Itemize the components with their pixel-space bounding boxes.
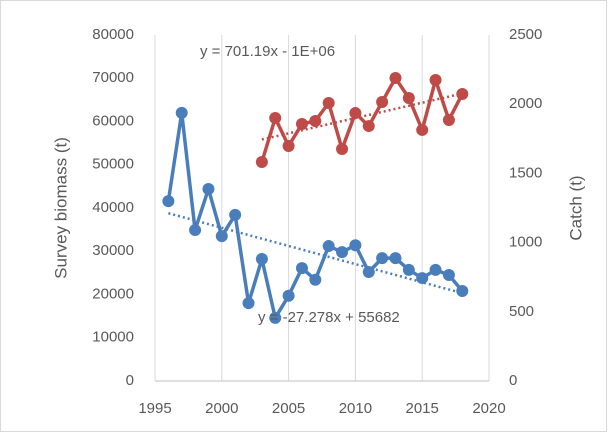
x-tick-label: 2005 bbox=[272, 400, 305, 417]
data-point bbox=[295, 262, 308, 275]
y2-tick-label: 1500 bbox=[509, 164, 542, 181]
y-tick-label: 20000 bbox=[92, 285, 134, 302]
data-point bbox=[229, 208, 242, 221]
data-point bbox=[282, 289, 295, 302]
data-point bbox=[269, 112, 282, 125]
x-tick-label: 1995 bbox=[138, 400, 171, 417]
data-point bbox=[349, 239, 362, 252]
data-point bbox=[376, 95, 389, 108]
y2-tick-label: 500 bbox=[509, 303, 534, 320]
data-point bbox=[442, 269, 455, 282]
x-tick-label: 2020 bbox=[472, 400, 505, 417]
y2-tick-label: 2000 bbox=[509, 95, 542, 112]
data-point bbox=[456, 285, 469, 298]
data-point bbox=[336, 246, 349, 259]
y-axis-title: Survey biomass (t) bbox=[51, 137, 70, 279]
data-point bbox=[255, 253, 268, 266]
data-point bbox=[255, 156, 268, 169]
data-point bbox=[349, 107, 362, 120]
y-tick-label: 40000 bbox=[92, 199, 134, 216]
data-point bbox=[242, 297, 255, 310]
data-point bbox=[336, 143, 349, 156]
data-point bbox=[295, 117, 308, 130]
y-tick-label: 30000 bbox=[92, 242, 134, 259]
y-tick-label: 50000 bbox=[92, 156, 134, 173]
data-point bbox=[202, 182, 215, 195]
x-tick-label: 2015 bbox=[406, 400, 439, 417]
data-point bbox=[416, 123, 429, 136]
data-point bbox=[442, 113, 455, 126]
data-point bbox=[362, 266, 375, 279]
data-point bbox=[322, 96, 335, 109]
y-tick-label: 0 bbox=[126, 372, 134, 389]
data-point bbox=[309, 273, 322, 286]
x-tick-label: 2000 bbox=[205, 400, 238, 417]
data-point bbox=[215, 230, 228, 243]
data-point bbox=[362, 120, 375, 133]
data-point bbox=[189, 224, 202, 237]
trend-equation: y = -27.278x + 55682 bbox=[258, 309, 400, 326]
data-point bbox=[402, 263, 415, 276]
data-point bbox=[322, 240, 335, 253]
data-point bbox=[162, 195, 175, 208]
data-point bbox=[389, 252, 402, 265]
x-tick-label: 2010 bbox=[339, 400, 372, 417]
y-tick-label: 10000 bbox=[92, 329, 134, 346]
data-point bbox=[456, 87, 469, 100]
series-line bbox=[260, 73, 464, 163]
data-point bbox=[269, 311, 282, 324]
data-point bbox=[175, 106, 188, 119]
y-tick-label: 70000 bbox=[92, 69, 134, 86]
y2-tick-label: 1000 bbox=[509, 234, 542, 251]
y2-tick-label: 0 bbox=[509, 372, 517, 389]
y2-tick-label: 2500 bbox=[509, 26, 542, 43]
data-point bbox=[376, 252, 389, 265]
data-point bbox=[429, 263, 442, 276]
data-point bbox=[282, 139, 295, 152]
data-point bbox=[416, 272, 429, 285]
data-point bbox=[402, 91, 415, 104]
y-tick-label: 60000 bbox=[92, 112, 134, 129]
y2-axis-title: Catch (t) bbox=[566, 175, 585, 240]
data-point bbox=[309, 114, 322, 127]
y-tick-label: 80000 bbox=[92, 26, 134, 43]
trend-equation: y = 701.19x - 1E+06 bbox=[200, 43, 335, 60]
data-point bbox=[389, 72, 402, 85]
data-point bbox=[429, 73, 442, 86]
